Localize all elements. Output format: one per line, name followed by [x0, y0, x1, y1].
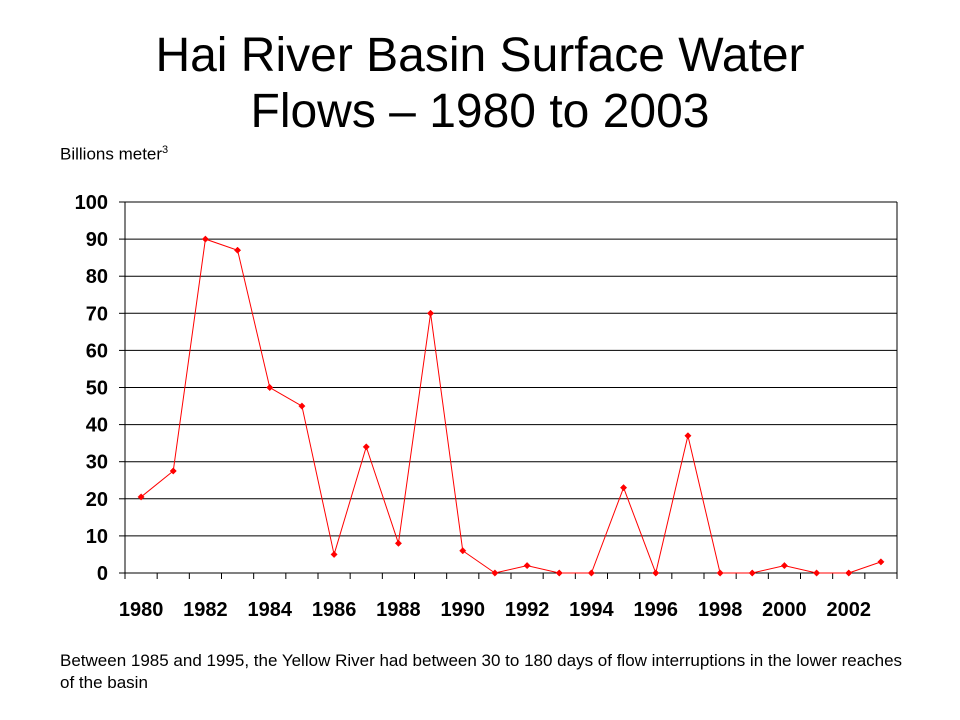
data-point: [780, 562, 788, 570]
data-point: [330, 550, 338, 559]
data-point: [748, 569, 756, 577]
data-point: [845, 569, 853, 577]
data-point: [620, 484, 628, 492]
x-tick-label: 1994: [569, 599, 614, 621]
data-point: [169, 467, 177, 475]
data-point: [394, 539, 402, 547]
data-point: [234, 246, 242, 254]
data-point: [813, 569, 821, 577]
y-tick-label: 90: [86, 229, 108, 251]
chart-title-line-2: Flows – 1980 to 2003: [250, 85, 710, 138]
data-point: [716, 569, 724, 577]
data-point: [877, 558, 885, 566]
series-line: [140, 238, 882, 575]
data-point: [298, 402, 306, 410]
y-tick-label: 40: [86, 415, 108, 437]
y-tick-label: 60: [86, 340, 108, 362]
y-tick-label: 20: [86, 489, 108, 511]
x-tick-label: 2000: [762, 599, 807, 621]
y-axis-label-text: Billions meter: [60, 144, 163, 164]
x-tick-label: 2002: [827, 599, 872, 621]
x-tick-label: 1996: [634, 599, 679, 621]
data-point: [523, 562, 531, 570]
x-tick-label: 1988: [376, 599, 421, 621]
data-point: [587, 569, 595, 577]
x-tick-label: 1990: [441, 599, 486, 621]
x-tick-label: 1982: [183, 599, 228, 621]
x-tick-label: 1980: [119, 599, 164, 621]
y-tick-label: 10: [86, 526, 108, 548]
y-tick-label: 100: [75, 192, 108, 214]
chart-title-line-1: Hai River Basin Surface Water: [155, 29, 805, 82]
x-tick-label: 1998: [698, 599, 743, 621]
data-point: [266, 383, 274, 392]
data-point: [201, 235, 209, 243]
chart-title: Hai River Basin Surface Water Flows – 19…: [0, 28, 960, 140]
y-axis-label: Billions meter3: [60, 144, 168, 165]
x-tick-label: 1992: [505, 599, 550, 621]
y-tick-label: 0: [97, 563, 108, 585]
chart-caption: Between 1985 and 1995, the Yellow River …: [60, 651, 903, 692]
data-point: [427, 309, 435, 317]
y-tick-label: 50: [86, 378, 108, 400]
y-axis-label-superscript: 3: [162, 144, 169, 156]
y-tick-label: 70: [86, 303, 108, 325]
data-point: [652, 569, 660, 577]
data-point: [684, 432, 692, 440]
y-tick-label: 30: [86, 452, 108, 474]
data-point: [491, 569, 499, 577]
x-tick-label: 1986: [312, 599, 357, 621]
data-point: [459, 547, 467, 555]
data-point: [362, 443, 370, 451]
y-tick-label: 80: [86, 266, 108, 288]
x-tick-label: 1984: [248, 599, 293, 621]
data-point: [555, 569, 563, 577]
data-point: [137, 493, 145, 501]
